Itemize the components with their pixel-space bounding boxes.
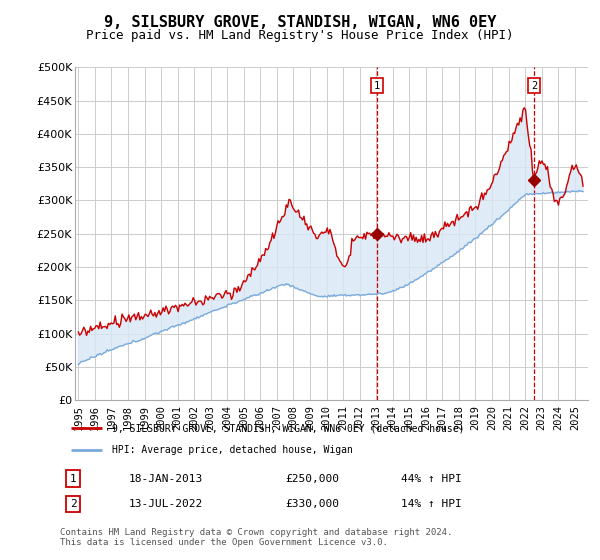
Text: 44% ↑ HPI: 44% ↑ HPI: [401, 474, 462, 484]
Text: 13-JUL-2022: 13-JUL-2022: [128, 499, 203, 509]
Text: Price paid vs. HM Land Registry's House Price Index (HPI): Price paid vs. HM Land Registry's House …: [86, 29, 514, 42]
Text: 2: 2: [531, 81, 537, 91]
Text: 18-JAN-2013: 18-JAN-2013: [128, 474, 203, 484]
Text: 2: 2: [70, 499, 77, 509]
Text: HPI: Average price, detached house, Wigan: HPI: Average price, detached house, Wiga…: [113, 445, 353, 455]
Text: 1: 1: [70, 474, 77, 484]
Text: 1: 1: [374, 81, 380, 91]
Text: 9, SILSBURY GROVE, STANDISH, WIGAN, WN6 0EY: 9, SILSBURY GROVE, STANDISH, WIGAN, WN6 …: [104, 15, 496, 30]
Text: £330,000: £330,000: [286, 499, 340, 509]
Text: £250,000: £250,000: [286, 474, 340, 484]
Text: 14% ↑ HPI: 14% ↑ HPI: [401, 499, 462, 509]
Text: 9, SILSBURY GROVE, STANDISH, WIGAN, WN6 0EY (detached house): 9, SILSBURY GROVE, STANDISH, WIGAN, WN6 …: [113, 423, 465, 433]
Text: Contains HM Land Registry data © Crown copyright and database right 2024.
This d: Contains HM Land Registry data © Crown c…: [60, 528, 452, 547]
